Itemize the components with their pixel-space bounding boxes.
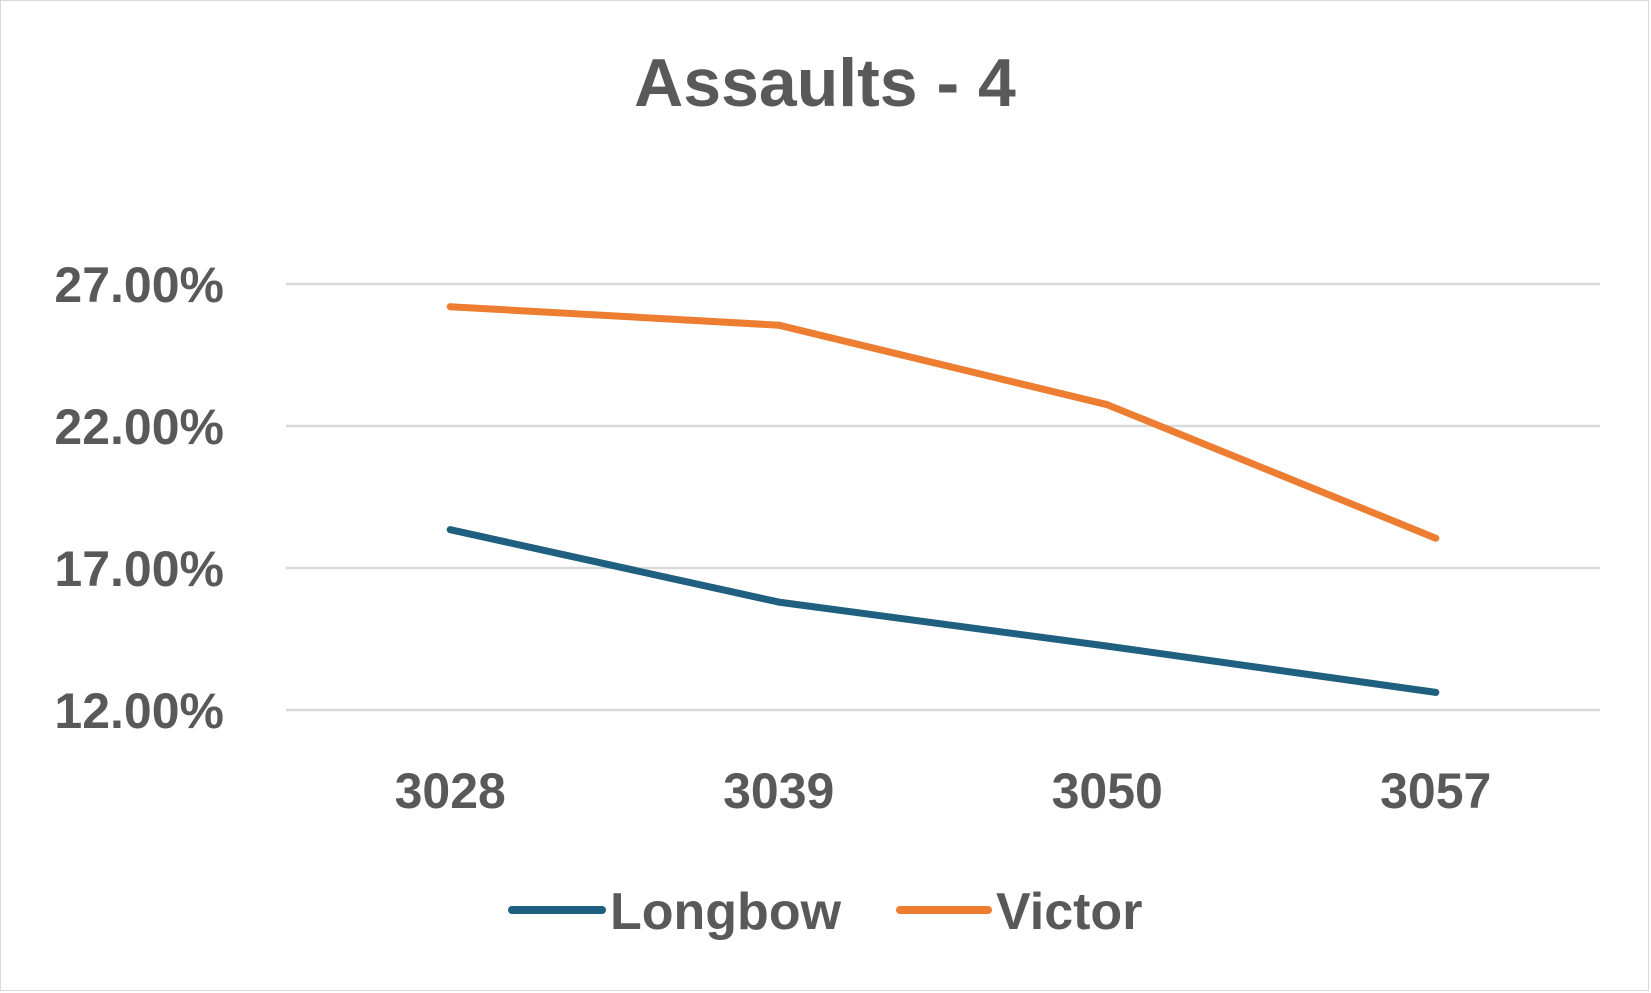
y-tick-label: 22.00% [54, 399, 224, 455]
x-tick-label: 3028 [395, 763, 506, 819]
x-axis-tick-labels: 3028 3039 3050 3057 [395, 763, 1492, 819]
legend-label-victor: Victor [996, 883, 1142, 941]
y-tick-label: 27.00% [54, 257, 224, 313]
data-point-longbow [1432, 688, 1440, 696]
series-lines [446, 303, 1440, 696]
data-point-victor [1432, 534, 1440, 542]
chart-title: Assaults - 4 [634, 45, 1016, 121]
legend: Longbow Victor [508, 883, 1142, 941]
y-axis-tick-labels: 12.00% 17.00% 22.00% 27.00% [54, 257, 224, 739]
y-tick-label: 12.00% [54, 683, 224, 739]
x-tick-label: 3039 [723, 763, 834, 819]
x-tick-label: 3057 [1380, 763, 1491, 819]
series-line-victor [446, 303, 1440, 542]
data-point-victor [1103, 401, 1111, 409]
y-tick-label: 17.00% [54, 541, 224, 597]
data-point-longbow [446, 526, 454, 534]
gridlines [286, 282, 1600, 712]
x-tick-label: 3050 [1052, 763, 1163, 819]
data-point-longbow [775, 598, 783, 606]
data-point-victor [775, 321, 783, 329]
data-point-victor [446, 303, 454, 311]
legend-label-longbow: Longbow [610, 883, 842, 941]
series-line-longbow [446, 526, 1440, 696]
data-point-longbow [1103, 642, 1111, 650]
